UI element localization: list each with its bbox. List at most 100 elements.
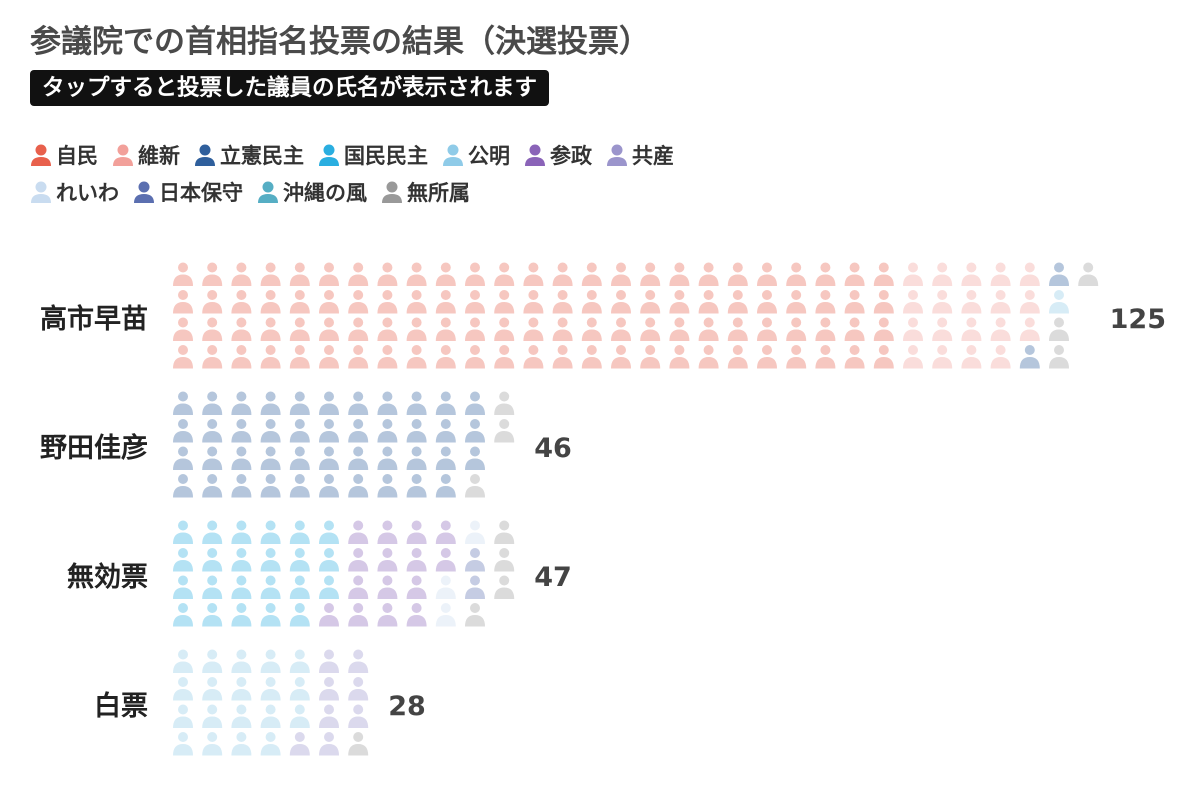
seat-icon-rikken[interactable]	[260, 474, 281, 498]
seat-icon-jimin[interactable]	[202, 262, 223, 287]
seat-icon-ishin[interactable]	[961, 345, 982, 369]
seat-icon-jimin[interactable]	[611, 290, 631, 314]
seat-icon-jimin[interactable]	[640, 317, 661, 342]
seat-icon-jimin[interactable]	[435, 317, 456, 342]
seat-icon-kokumin[interactable]	[173, 520, 193, 545]
seat-icon-rikken[interactable]	[377, 419, 398, 443]
seat-icon-rikken[interactable]	[1049, 262, 1069, 287]
seat-icon-sansei[interactable]	[377, 575, 398, 600]
seat-icon-jimin[interactable]	[494, 290, 515, 314]
seat-icon-rikken[interactable]	[289, 391, 310, 416]
seat-icon-kokumin[interactable]	[231, 575, 252, 600]
seat-icon-jimin[interactable]	[435, 262, 456, 287]
seat-icon-jimin[interactable]	[260, 317, 281, 342]
seat-icon-rikken[interactable]	[435, 446, 456, 471]
seat-icon-rikken[interactable]	[173, 391, 193, 416]
seat-icon-jimin[interactable]	[698, 317, 719, 342]
seat-icon-jimin[interactable]	[786, 317, 807, 342]
seat-icon-mushozoku[interactable]	[494, 548, 515, 572]
seat-icon-jimin[interactable]	[289, 345, 310, 369]
seat-icon-jimin[interactable]	[173, 262, 193, 287]
seat-icon-jimin[interactable]	[202, 345, 223, 369]
seat-icon-jimin[interactable]	[465, 262, 485, 287]
seat-icon-rikken[interactable]	[465, 446, 485, 471]
seat-icon-kokumin[interactable]	[202, 548, 223, 572]
seat-icon-jimin[interactable]	[786, 345, 807, 369]
seat-icon-jimin[interactable]	[289, 290, 310, 314]
seat-icon-rikken[interactable]	[348, 474, 369, 498]
seat-icon-ishin[interactable]	[932, 262, 953, 287]
seat-icon-jimin[interactable]	[377, 262, 398, 287]
seat-icon-jimin[interactable]	[494, 345, 515, 369]
seat-icon-komei[interactable]	[202, 649, 223, 674]
seat-icon-jimin[interactable]	[202, 290, 223, 314]
seat-icon-nippon-hoshu[interactable]	[465, 548, 485, 572]
seat-icon-komei[interactable]	[202, 677, 223, 701]
seat-icon-rikken[interactable]	[173, 474, 193, 498]
seat-icon-kokumin[interactable]	[260, 520, 281, 545]
seat-icon-jimin[interactable]	[581, 262, 602, 287]
seat-icon-kokumin[interactable]	[289, 548, 310, 572]
seat-icon-rikken[interactable]	[173, 446, 193, 471]
seat-icon-jimin[interactable]	[435, 345, 456, 369]
seat-icon-komei[interactable]	[231, 649, 252, 674]
seat-icon-sansei[interactable]	[406, 520, 427, 545]
seat-icon-sansei[interactable]	[406, 548, 427, 572]
seat-icon-jimin[interactable]	[815, 262, 836, 287]
seat-icon-jimin[interactable]	[669, 290, 690, 314]
seat-icon-kokumin[interactable]	[231, 603, 252, 627]
seat-icon-jimin[interactable]	[289, 317, 310, 342]
seat-icon-mushozoku[interactable]	[465, 603, 485, 627]
seat-icon-rikken[interactable]	[231, 446, 252, 471]
seat-icon-jimin[interactable]	[552, 262, 573, 287]
seat-icon-rikken[interactable]	[289, 446, 310, 471]
seat-icon-jimin[interactable]	[202, 317, 223, 342]
seat-icon-ishin[interactable]	[903, 345, 923, 369]
seat-icon-ishin[interactable]	[961, 317, 982, 342]
seat-icon-jimin[interactable]	[377, 345, 398, 369]
seat-icon-rikken[interactable]	[173, 419, 193, 443]
seat-icon-jimin[interactable]	[815, 345, 836, 369]
seat-icon-ishin[interactable]	[990, 345, 1011, 369]
seat-icon-jimin[interactable]	[611, 317, 631, 342]
seat-icon-komei[interactable]	[173, 704, 193, 729]
seat-icon-mushozoku[interactable]	[494, 419, 515, 443]
seat-icon-kyosan[interactable]	[319, 649, 339, 674]
seat-icon-sansei[interactable]	[377, 520, 398, 545]
seat-icon-jimin[interactable]	[465, 317, 485, 342]
seat-icon-ishin[interactable]	[932, 345, 953, 369]
seat-icon-jimin[interactable]	[319, 262, 339, 287]
seat-icon-jimin[interactable]	[727, 290, 748, 314]
seat-icon-jimin[interactable]	[465, 345, 485, 369]
seat-icon-jimin[interactable]	[173, 317, 193, 342]
seat-icon-jimin[interactable]	[669, 345, 690, 369]
seat-icon-ishin[interactable]	[1019, 262, 1040, 287]
seat-icon-komei[interactable]	[289, 649, 310, 674]
seat-icon-komei[interactable]	[173, 649, 193, 674]
seat-icon-jimin[interactable]	[523, 317, 544, 342]
seat-icon-jimin[interactable]	[873, 290, 894, 314]
seat-icon-komei[interactable]	[289, 677, 310, 701]
seat-icon-rikken[interactable]	[319, 446, 339, 471]
seat-icon-jimin[interactable]	[581, 317, 602, 342]
seat-icon-sansei[interactable]	[377, 548, 398, 572]
seat-icon-rikken[interactable]	[1019, 345, 1040, 369]
seat-icon-komei[interactable]	[173, 677, 193, 701]
seat-icon-jimin[interactable]	[465, 290, 485, 314]
seat-icon-sansei[interactable]	[406, 603, 427, 627]
seat-icon-jimin[interactable]	[173, 345, 193, 369]
seat-icon-rikken[interactable]	[202, 419, 223, 443]
seat-icon-sansei[interactable]	[348, 603, 369, 627]
seat-icon-jimin[interactable]	[757, 345, 777, 369]
seat-icon-rikken[interactable]	[435, 419, 456, 443]
seat-icon-kokumin[interactable]	[260, 548, 281, 572]
seat-icon-kokumin[interactable]	[289, 575, 310, 600]
seat-icon-jimin[interactable]	[348, 345, 369, 369]
seat-icon-sansei[interactable]	[435, 548, 456, 572]
seat-icon-kyosan[interactable]	[348, 704, 369, 729]
seat-icon-komei[interactable]	[260, 732, 281, 756]
seat-icon-ishin[interactable]	[932, 290, 953, 314]
seat-icon-ishin[interactable]	[990, 290, 1011, 314]
seat-icon-mushozoku[interactable]	[465, 474, 485, 498]
seat-icon-komei[interactable]	[231, 677, 252, 701]
